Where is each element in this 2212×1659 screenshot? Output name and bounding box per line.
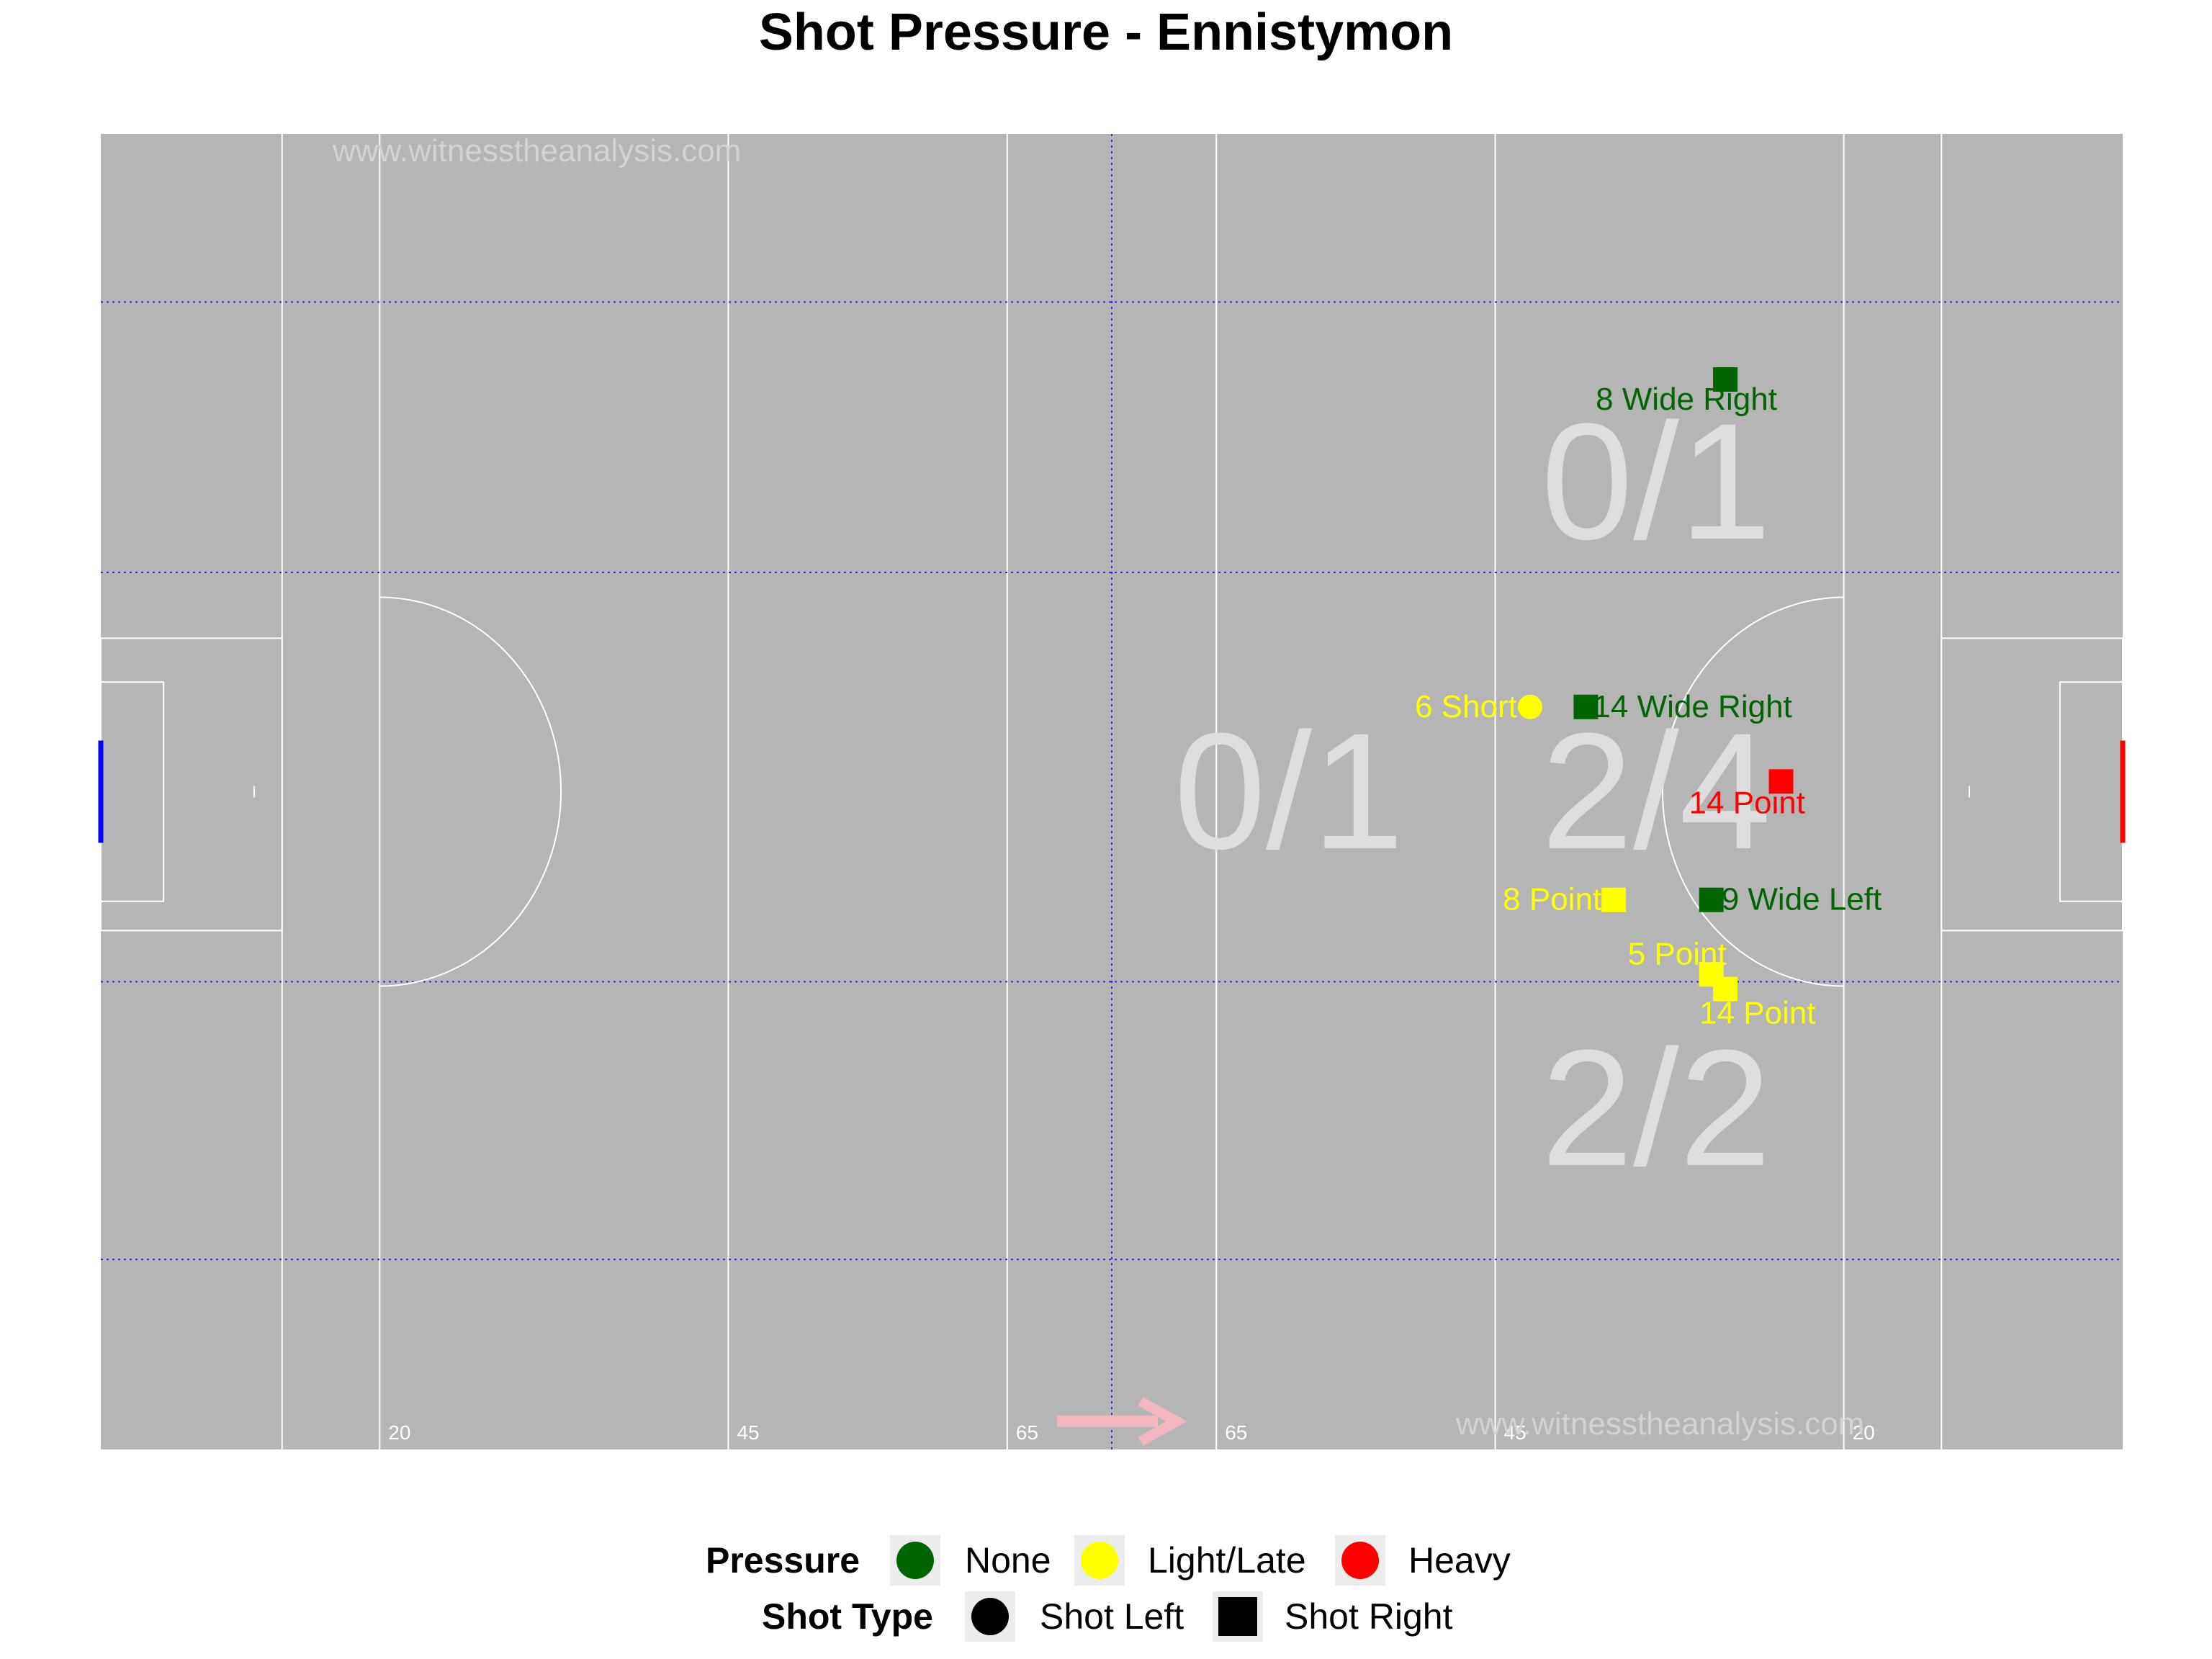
line-label-0: 20	[388, 1421, 410, 1444]
line-label-2: 65	[1016, 1421, 1038, 1444]
shot-point-3	[1768, 769, 1794, 794]
watermark-bottom: www.witnesstheanalysis.com	[1455, 1406, 1864, 1442]
shot-label-4: 8 Point	[1503, 882, 1601, 917]
zone-ratio-right-top: 0/1	[1541, 389, 1771, 574]
chart-title: Shot Pressure - Ennistymon	[758, 4, 1454, 61]
line-label-1: 45	[737, 1421, 759, 1444]
shot-label-3: 14 Point	[1689, 785, 1805, 820]
zone-ratio-left-centre: 0/1	[1174, 698, 1404, 884]
shot-label-2: 14 Wide Right	[1593, 689, 1791, 724]
shot-point-5	[1699, 887, 1724, 912]
semicircle-left	[379, 596, 562, 987]
shot-point-2	[1573, 694, 1599, 719]
line-label-3: 65	[1225, 1421, 1247, 1444]
shot-label-7: 14 Point	[1699, 996, 1815, 1031]
shot-label-5: 9 Wide Left	[1722, 882, 1882, 917]
shot-label-0: 8 Wide Right	[1596, 382, 1777, 417]
watermark-top: www.witnesstheanalysis.com	[332, 133, 741, 168]
line-label-4: 45	[1504, 1421, 1527, 1444]
shot-point-0	[1713, 367, 1738, 392]
zone-ratio-layer: 0/1 0/1 2/4 2/2	[1174, 389, 1771, 1200]
shot-label-1: 6 Short	[1415, 689, 1517, 724]
zone-ratio-right-bottom: 2/2	[1541, 1015, 1771, 1200]
shot-point-4	[1601, 887, 1627, 912]
shot-point-1	[1517, 694, 1542, 719]
shot-points-layer: 8 Wide Right 6 Short 14 Wide Right 14 Point…	[1415, 367, 1881, 1031]
semicircle-right	[1661, 596, 1844, 987]
line-label-5: 20	[1853, 1421, 1875, 1444]
shot-label-6: 5 Point	[1628, 936, 1727, 971]
zone-ratio-right-centre: 2/4	[1541, 698, 1771, 884]
direction-arrow-icon	[1138, 1396, 1187, 1447]
pitch-surface: 20 45 65 65 45 20www.witnesstheanalysis.comww…	[98, 133, 2126, 1449]
shot-point-7	[1713, 976, 1738, 1002]
